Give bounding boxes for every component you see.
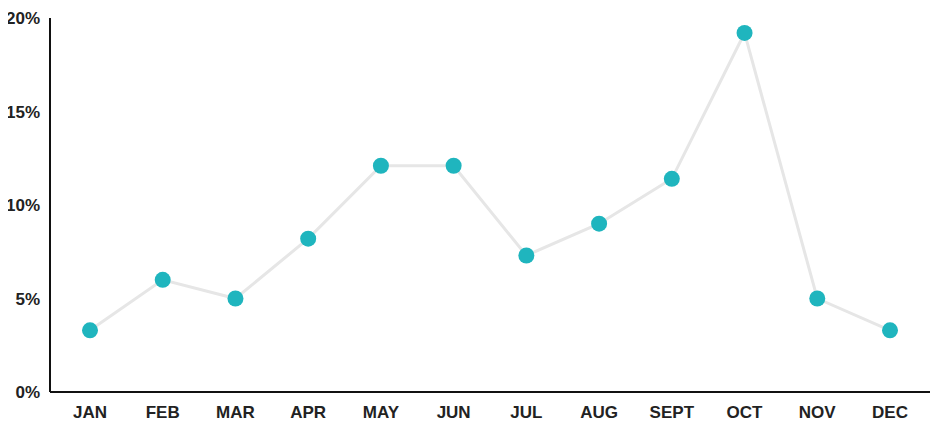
svg-text:OCT: OCT: [727, 403, 764, 422]
svg-text:JUL: JUL: [510, 403, 542, 422]
svg-text:AUG: AUG: [580, 403, 618, 422]
svg-text:DEC: DEC: [872, 403, 908, 422]
svg-text:10%: 10%: [8, 196, 40, 215]
svg-text:SEPT: SEPT: [650, 403, 695, 422]
svg-text:JUN: JUN: [437, 403, 471, 422]
svg-text:15%: 15%: [8, 103, 40, 122]
svg-text:APR: APR: [290, 403, 326, 422]
svg-text:FEB: FEB: [146, 403, 180, 422]
svg-text:NOV: NOV: [799, 403, 837, 422]
svg-text:0%: 0%: [15, 383, 40, 402]
svg-text:JAN: JAN: [73, 403, 107, 422]
svg-text:5%: 5%: [15, 290, 40, 309]
svg-text:20%: 20%: [8, 9, 40, 28]
svg-text:MAY: MAY: [363, 403, 400, 422]
svg-text:MAR: MAR: [216, 403, 255, 422]
